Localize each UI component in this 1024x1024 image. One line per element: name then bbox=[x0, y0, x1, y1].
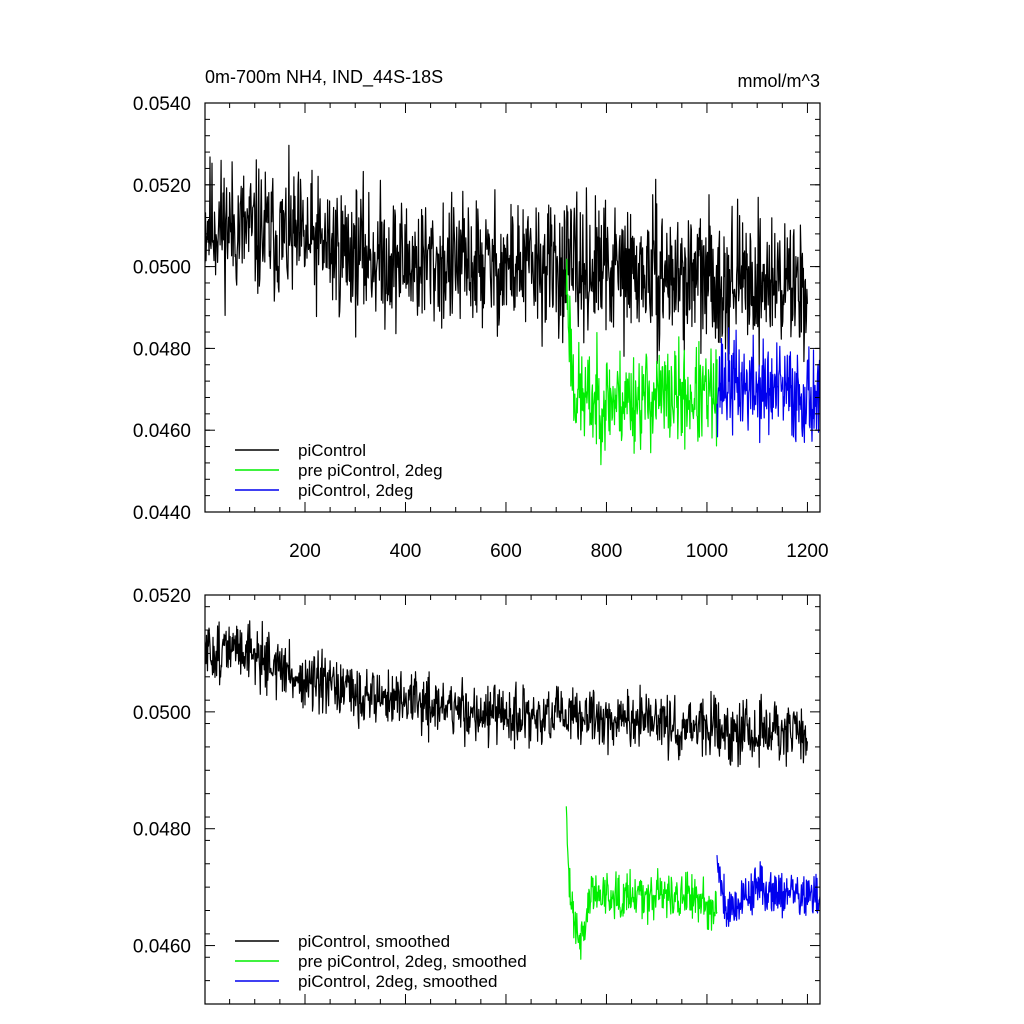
x-tick-label: 1200 bbox=[786, 541, 828, 562]
x-tick-label: 800 bbox=[591, 541, 623, 562]
x-tick-label: 400 bbox=[390, 541, 422, 562]
bottom-plot-frame bbox=[204, 594, 821, 1005]
top-series-layer bbox=[205, 144, 820, 466]
bottom-panel: 0.0460 0.0480 0.0500 0.0520 piControl, smoo… bbox=[133, 586, 821, 1005]
legend-label-0: piControl, smoothed bbox=[298, 932, 450, 951]
top-panel-units: mmol/m^3 bbox=[738, 71, 820, 91]
top-ticks: 0.0440 0.0460 0.0480 0.0500 0.0520 0.0540 200 4… bbox=[133, 94, 829, 562]
y-tick-label: 0.0480 bbox=[133, 820, 191, 841]
series-line-1-0 bbox=[205, 620, 808, 768]
bottom-ticks: 0.0460 0.0480 0.0500 0.0520 bbox=[133, 586, 820, 1005]
x-tick-label: 600 bbox=[490, 541, 522, 562]
series-line-0-0 bbox=[205, 144, 808, 367]
legend-label-1: pre piControl, 2deg bbox=[298, 461, 443, 480]
x-tick-label: 1000 bbox=[686, 541, 728, 562]
legend-label-2: piControl, 2deg, smoothed bbox=[298, 972, 497, 991]
legend-label-0: piControl bbox=[298, 441, 366, 460]
y-tick-label: 0.0520 bbox=[133, 176, 191, 197]
y-tick-label: 0.0460 bbox=[133, 937, 191, 958]
y-tick-label: 0.0520 bbox=[133, 586, 191, 607]
y-tick-label: 0.0500 bbox=[133, 703, 191, 724]
x-tick-label: 200 bbox=[289, 541, 321, 562]
y-tick-label: 0.0440 bbox=[133, 503, 191, 524]
bottom-series-layer bbox=[205, 620, 820, 960]
y-tick-label: 0.0500 bbox=[133, 258, 191, 279]
top-plot-frame bbox=[204, 102, 821, 513]
legend-label-2: piControl, 2deg bbox=[298, 481, 413, 500]
series-line-1-2 bbox=[716, 855, 820, 928]
legend-label-1: pre piControl, 2deg, smoothed bbox=[298, 952, 527, 971]
y-tick-label: 0.0480 bbox=[133, 339, 191, 360]
series-line-0-1 bbox=[565, 258, 718, 466]
y-tick-label: 0.0540 bbox=[133, 94, 191, 115]
series-line-0-2 bbox=[716, 327, 820, 444]
top-panel: 0m-700m NH4, IND_44S-18S mmol/m^3 0.0440… bbox=[133, 67, 829, 562]
y-tick-label: 0.0460 bbox=[133, 421, 191, 442]
top-panel-title: 0m-700m NH4, IND_44S-18S bbox=[205, 67, 443, 88]
series-line-1-1 bbox=[565, 806, 718, 960]
